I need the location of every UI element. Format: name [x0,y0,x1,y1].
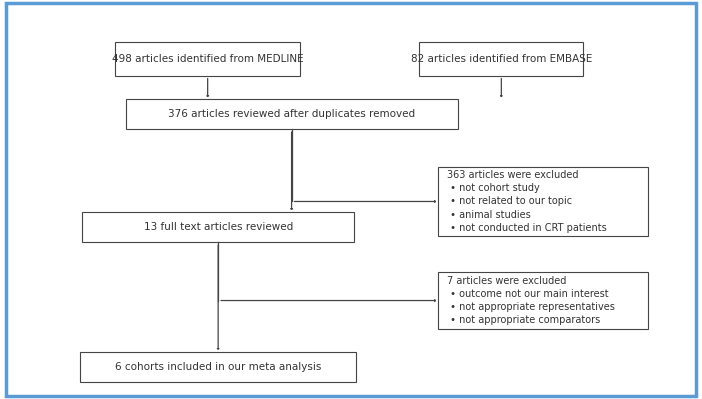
Text: 13 full text articles reviewed: 13 full text articles reviewed [143,222,293,232]
Text: 7 articles were excluded
 • outcome not our main interest
 • not appropriate rep: 7 articles were excluded • outcome not o… [446,276,615,325]
Bar [115,42,300,76]
Text: 376 articles reviewed after duplicates removed: 376 articles reviewed after duplicates r… [168,109,415,119]
Bar [126,99,458,129]
Text: 82 articles identified from EMBASE: 82 articles identified from EMBASE [411,54,592,64]
Text: 6 cohorts included in our meta analysis: 6 cohorts included in our meta analysis [115,362,322,372]
Bar [439,272,648,329]
Bar [82,212,355,242]
Text: 363 articles were excluded
 • not cohort study
 • not related to our topic
 • an: 363 articles were excluded • not cohort … [446,170,607,233]
Bar [419,42,583,76]
Bar [439,167,648,236]
Bar [80,352,356,382]
Text: 498 articles identified from MEDLINE: 498 articles identified from MEDLINE [112,54,303,64]
